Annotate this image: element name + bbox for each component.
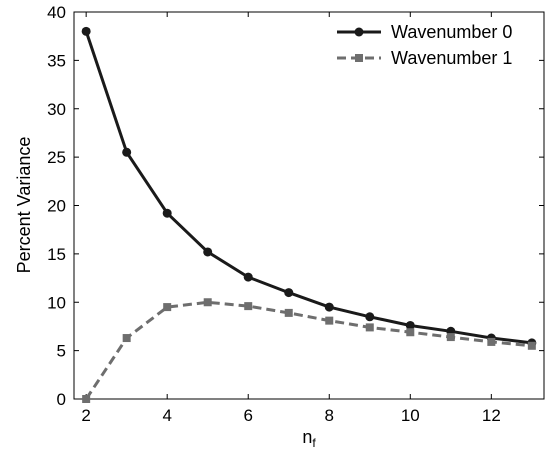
legend: Wavenumber 0 Wavenumber 1 bbox=[337, 22, 512, 68]
x-tick-label: 8 bbox=[325, 406, 334, 425]
series-0-point bbox=[122, 147, 132, 157]
series-line-1 bbox=[84, 300, 532, 400]
series-1-point bbox=[325, 316, 334, 325]
x-tick-label: 4 bbox=[162, 406, 171, 425]
x-tick-label: 2 bbox=[81, 406, 90, 425]
x-axis-label: nf bbox=[302, 427, 316, 449]
plot-area bbox=[73, 11, 545, 400]
x-axis-label-main: n bbox=[302, 427, 312, 447]
y-axis-label: Percent Variance bbox=[14, 137, 34, 274]
series-0-point bbox=[405, 320, 415, 330]
legend-marker-1 bbox=[355, 54, 363, 62]
y-tick-label: 35 bbox=[47, 51, 66, 70]
series-0-point bbox=[284, 288, 294, 298]
y-tick-label: 15 bbox=[47, 245, 66, 264]
series-1-point bbox=[406, 328, 415, 337]
series-0-point bbox=[203, 247, 213, 257]
series-1-point bbox=[284, 308, 293, 317]
series-1-point bbox=[365, 323, 374, 332]
y-tick-label: 40 bbox=[47, 3, 66, 22]
x-axis-label-subscript: f bbox=[312, 436, 316, 449]
series-0-point bbox=[162, 208, 172, 218]
y-tick-label: 5 bbox=[57, 342, 66, 361]
y-tick-label: 25 bbox=[47, 148, 66, 167]
series-1-point bbox=[122, 334, 131, 343]
y-tick-label: 20 bbox=[47, 197, 66, 216]
series-0-point bbox=[243, 272, 253, 282]
series-1-point bbox=[244, 302, 253, 311]
series-0-point bbox=[81, 26, 91, 36]
x-tick-label: 6 bbox=[243, 406, 252, 425]
y-tick-label: 10 bbox=[47, 293, 66, 312]
legend-label-1: Wavenumber 1 bbox=[391, 48, 512, 68]
series-0-point bbox=[365, 312, 375, 322]
series-1-point bbox=[82, 395, 91, 403]
series-1-point bbox=[527, 341, 536, 350]
legend-label-0: Wavenumber 0 bbox=[391, 22, 512, 42]
ticks-layer: 0 5 10 15 20 25 30 35 40 2 4 6 8 10 12 bbox=[47, 3, 544, 425]
x-tick-label: 10 bbox=[401, 406, 420, 425]
series-1-point bbox=[203, 298, 212, 307]
series-1-point bbox=[487, 337, 496, 346]
y-tick-label: 30 bbox=[47, 100, 66, 119]
series-1-point bbox=[163, 303, 172, 312]
y-tick-label: 0 bbox=[57, 390, 66, 409]
series-line-0 bbox=[84, 30, 532, 345]
series-1-point bbox=[446, 333, 455, 342]
legend-marker-0 bbox=[354, 27, 364, 37]
x-tick-label: 12 bbox=[482, 406, 501, 425]
series-layer bbox=[81, 26, 537, 403]
series-0-point bbox=[324, 302, 334, 312]
